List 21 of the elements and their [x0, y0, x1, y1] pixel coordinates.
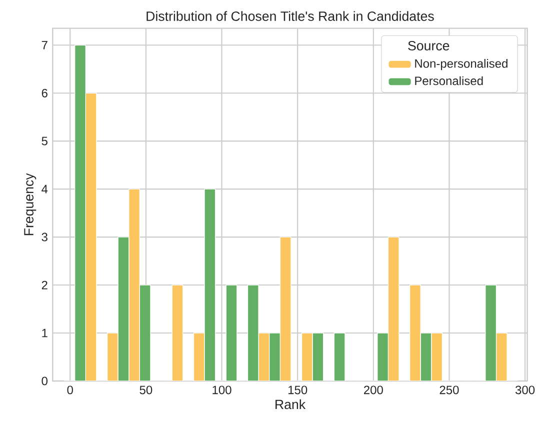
- y-tick-label: 6: [42, 88, 48, 98]
- y-tick-label: 4: [42, 184, 48, 194]
- x-axis-title: Rank: [276, 399, 306, 410]
- x-tick-label: 0: [67, 386, 73, 394]
- y-tick-label: 1: [42, 328, 48, 338]
- x-tick-label: 250: [440, 386, 459, 394]
- legend-label: Non-personalised: [415, 58, 508, 70]
- y-tick-label: 7: [42, 40, 48, 50]
- legend-label: Personalised: [415, 76, 483, 86]
- x-tick-label: 100: [212, 386, 232, 394]
- x-tick-label: 50: [140, 386, 152, 394]
- y-tick-label: 0: [42, 376, 48, 386]
- x-tick-label: 150: [288, 386, 308, 394]
- legend-title: Source: [408, 40, 450, 50]
- chart-title: Distribution of Chosen Title's Rank in Candidates: [146, 11, 434, 21]
- y-tick-label: 3: [42, 232, 48, 242]
- x-tick-label: 300: [516, 386, 535, 394]
- y-tick-label: 2: [42, 280, 48, 290]
- x-tick-label: 200: [364, 386, 383, 394]
- y-tick-label: 5: [42, 136, 48, 146]
- y-axis-title: Frequency: [24, 173, 36, 236]
